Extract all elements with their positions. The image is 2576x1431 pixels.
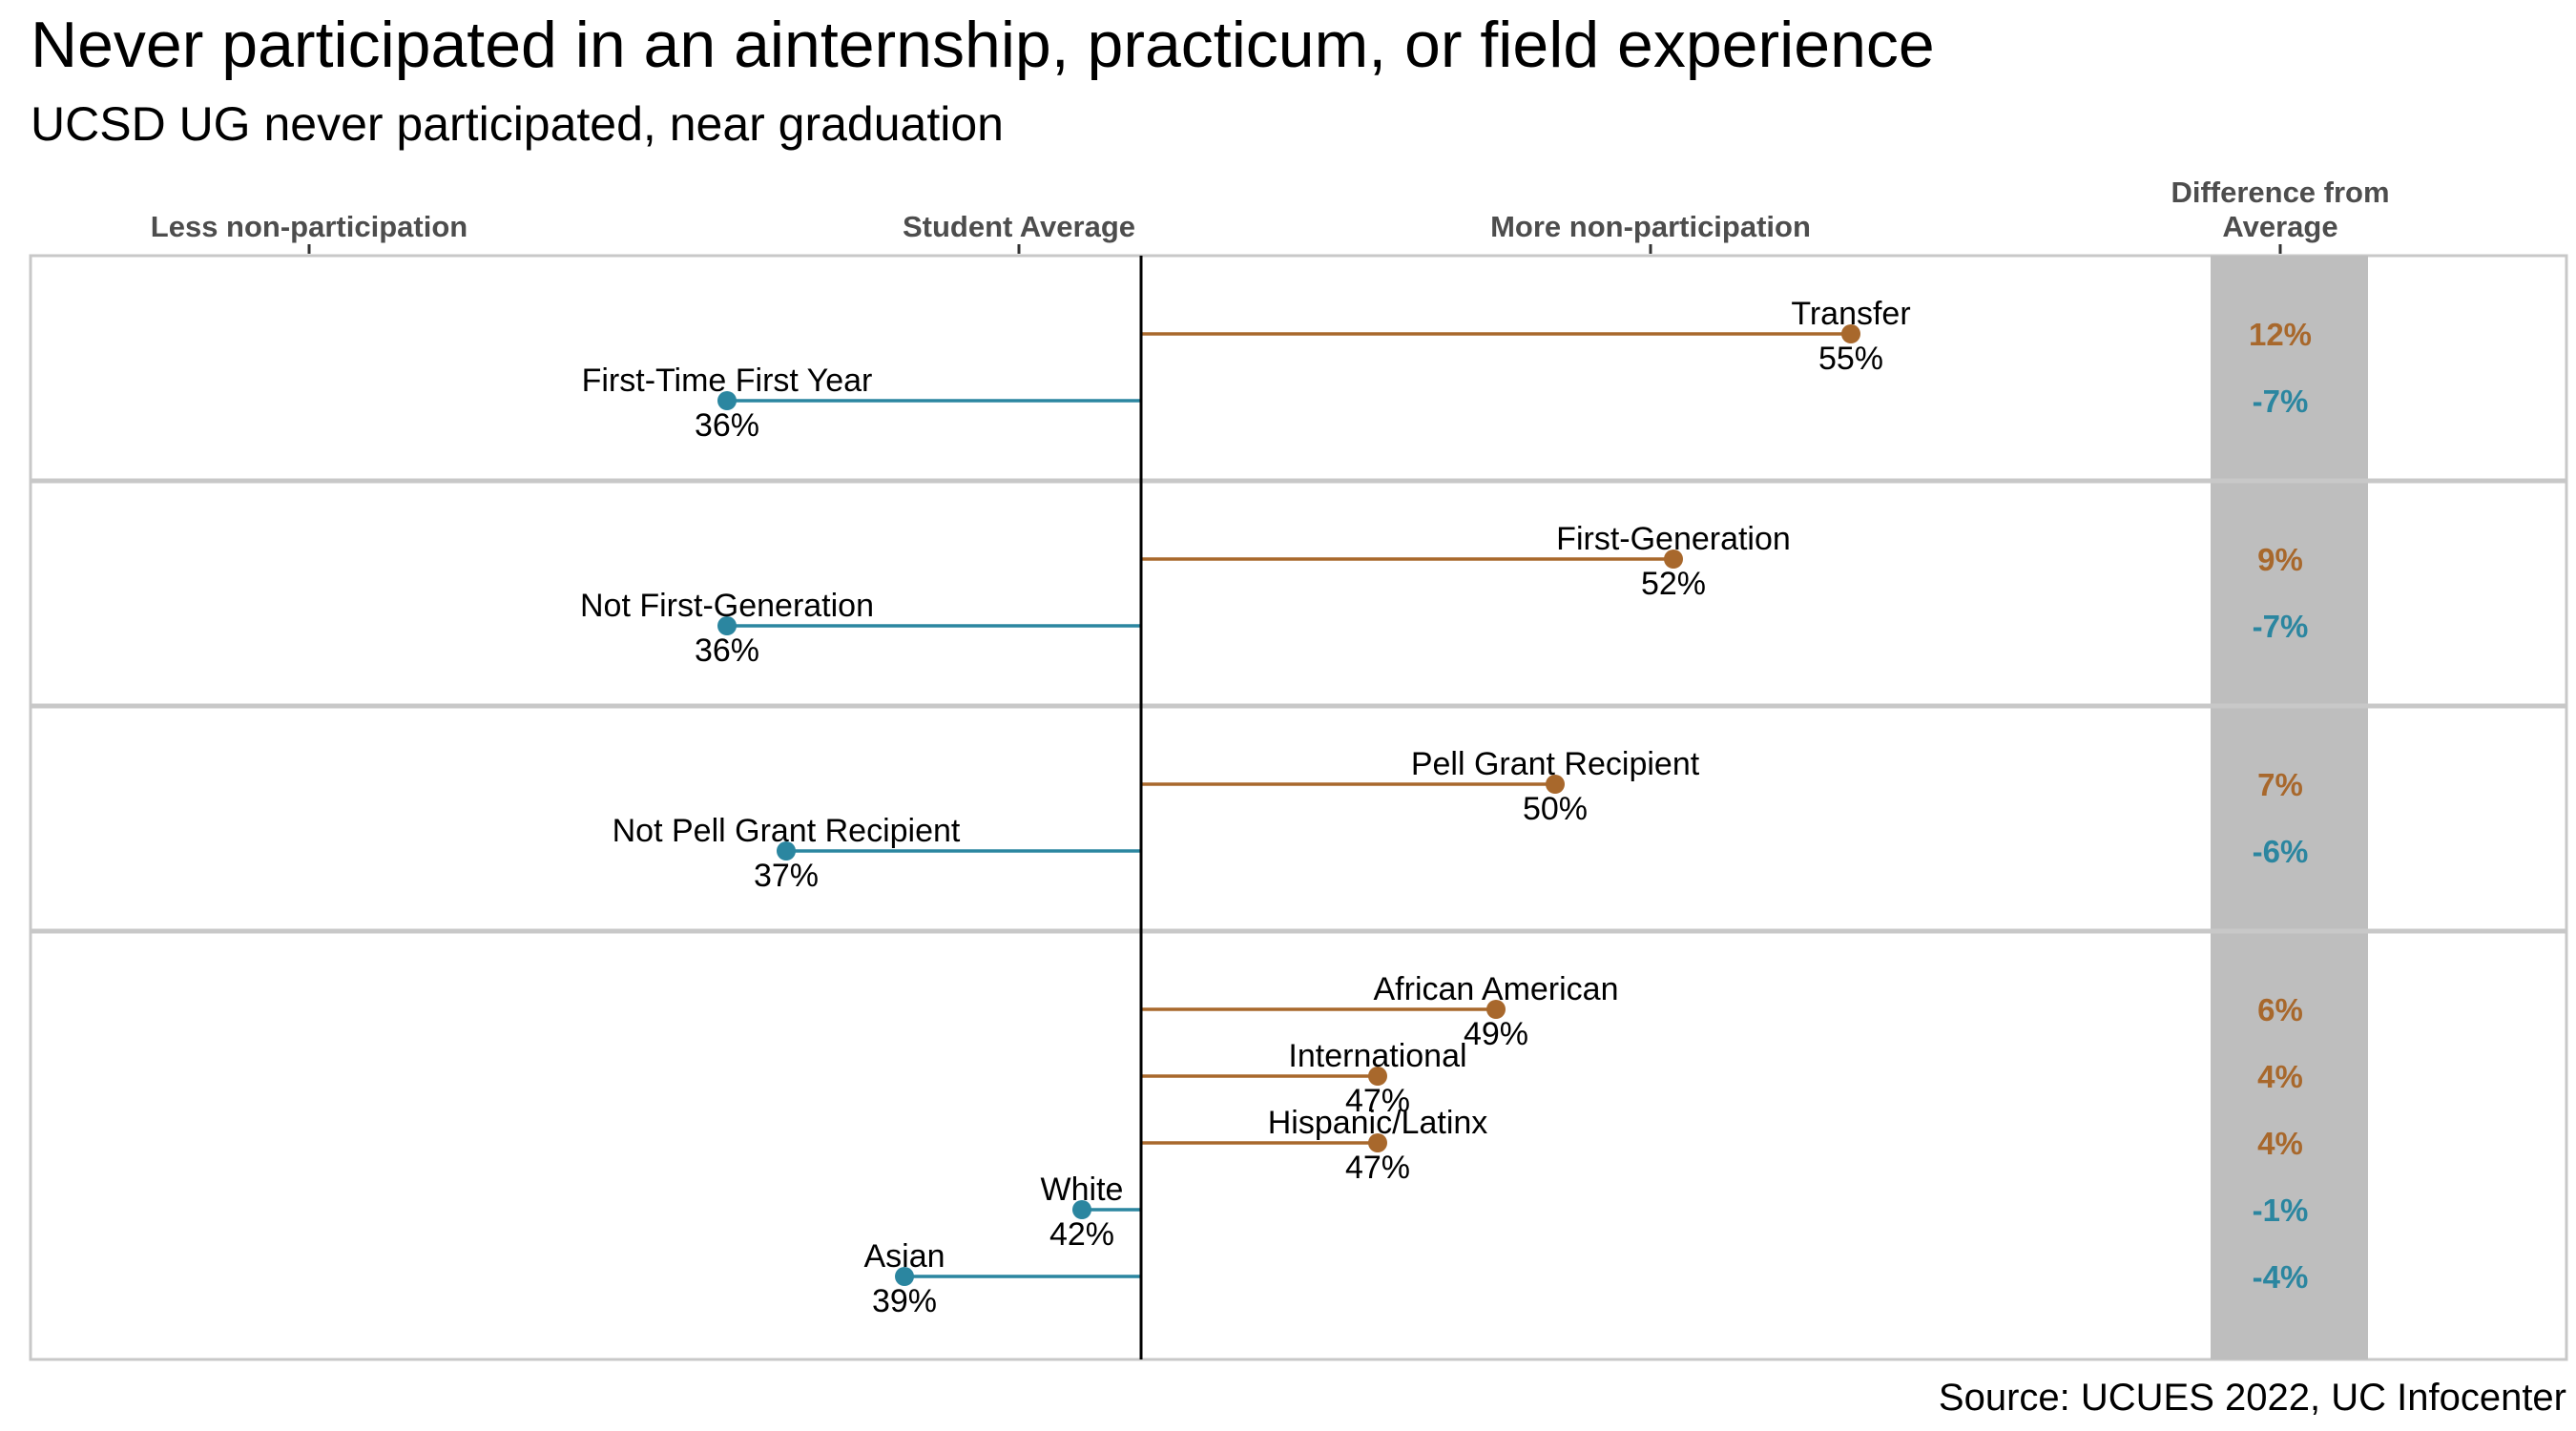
point-Transfer xyxy=(1841,324,1860,343)
diff-label-African American: 6% xyxy=(2257,992,2303,1027)
label-Pell Grant Recipient: Pell Grant Recipient xyxy=(1411,746,1700,782)
point-First-Generation xyxy=(1664,550,1683,569)
point-Hispanic/Latinx xyxy=(1368,1133,1387,1152)
diff-label-White: -1% xyxy=(2253,1192,2309,1228)
value-label-Pell Grant Recipient: 50% xyxy=(1523,791,1588,827)
plot-area: Transfer 55% 12% First-Time First Year 36% -7… xyxy=(29,254,2568,1361)
source-note: Source: UCUES 2022, UC Infocenter xyxy=(1939,1377,2566,1419)
diff-label-International: 4% xyxy=(2257,1059,2303,1094)
diff-label-Asian: -4% xyxy=(2253,1259,2309,1295)
value-label-White: 42% xyxy=(1049,1216,1114,1253)
point-Not First-Generation xyxy=(717,616,737,635)
diff-label-Not First-Generation: -7% xyxy=(2253,609,2309,644)
label-Asian: Asian xyxy=(863,1238,945,1275)
value-label-First-Time First Year: 36% xyxy=(695,407,759,444)
value-label-Not First-Generation: 36% xyxy=(695,633,759,669)
difference-band xyxy=(2211,256,2368,1359)
value-label-Asian: 39% xyxy=(872,1283,937,1319)
label-African American: African American xyxy=(1374,971,1619,1007)
value-label-Transfer: 55% xyxy=(1818,341,1883,377)
value-label-International: 47% xyxy=(1345,1083,1410,1119)
diff-label-First-Time First Year: -7% xyxy=(2253,384,2309,419)
point-Asian xyxy=(895,1267,914,1286)
axis-header-difference-line2: Average xyxy=(2222,210,2337,243)
axis-ticks xyxy=(307,244,2282,254)
point-Not Pell Grant Recipient xyxy=(777,841,796,861)
point-African American xyxy=(1486,1000,1506,1019)
value-label-African American: 49% xyxy=(1464,1016,1528,1052)
label-Not First-Generation: Not First-Generation xyxy=(580,588,874,624)
chart-title: Never participated in an ainternship, pr… xyxy=(31,9,1935,81)
diff-label-Hispanic/Latinx: 4% xyxy=(2257,1126,2303,1161)
label-Transfer: Transfer xyxy=(1791,296,1910,332)
label-Not Pell Grant Recipient: Not Pell Grant Recipient xyxy=(613,813,961,849)
axis-header-less: Less non-participation xyxy=(151,210,467,243)
point-Pell Grant Recipient xyxy=(1546,775,1565,794)
point-First-Time First Year xyxy=(717,391,737,410)
diff-label-Not Pell Grant Recipient: -6% xyxy=(2253,834,2309,869)
value-label-Hispanic/Latinx: 47% xyxy=(1345,1150,1410,1186)
value-label-Not Pell Grant Recipient: 37% xyxy=(754,858,819,894)
chart-subtitle: UCSD UG never participated, near graduat… xyxy=(31,97,1004,151)
diff-label-Transfer: 12% xyxy=(2249,317,2312,352)
label-First-Time First Year: First-Time First Year xyxy=(582,363,873,399)
point-International xyxy=(1368,1067,1387,1086)
axis-header-more: More non-participation xyxy=(1490,210,1811,243)
diff-label-First-Generation: 9% xyxy=(2257,542,2303,577)
label-First-Generation: First-Generation xyxy=(1556,521,1791,557)
label-Hispanic/Latinx: Hispanic/Latinx xyxy=(1268,1105,1488,1141)
diff-label-Pell Grant Recipient: 7% xyxy=(2257,767,2303,802)
axis-header-difference-line1: Difference from xyxy=(2171,176,2389,209)
plot-frame xyxy=(29,254,2568,1361)
label-White: White xyxy=(1041,1172,1124,1208)
axis-header-average: Student Average xyxy=(903,210,1135,243)
label-International: International xyxy=(1288,1038,1466,1074)
value-label-First-Generation: 52% xyxy=(1641,566,1706,602)
point-White xyxy=(1072,1200,1091,1219)
